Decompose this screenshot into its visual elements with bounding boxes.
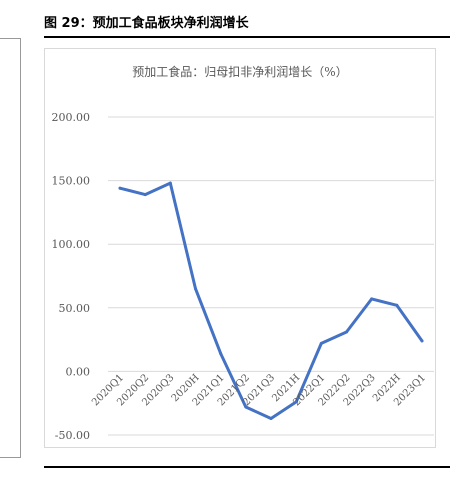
data-point	[319, 341, 323, 345]
y-tick-label: 200.00	[52, 111, 91, 124]
chart-frame	[44, 48, 436, 448]
left-panel-edge-top	[0, 38, 20, 39]
data-point	[269, 416, 273, 420]
data-point	[420, 339, 424, 343]
figure-title: 图 29：预加工食品板块净利润增长	[44, 16, 249, 31]
data-point	[143, 193, 147, 197]
y-tick-label: -50.00	[55, 429, 90, 442]
y-tick-label: 50.00	[59, 302, 91, 315]
data-point	[294, 400, 298, 404]
top-rule	[44, 36, 450, 38]
data-point	[168, 181, 172, 185]
data-point	[194, 287, 197, 291]
gridlines	[108, 116, 434, 436]
data-point	[395, 303, 399, 307]
data-point	[370, 297, 374, 301]
y-axis-ticks: 200.00 150.00 100.00 50.00 0.00 -50.00	[52, 111, 91, 442]
left-panel-edge-bottom	[0, 457, 20, 458]
data-point	[118, 186, 122, 190]
bottom-rule	[44, 466, 450, 468]
y-tick-label: 0.00	[66, 365, 91, 378]
data-point	[244, 405, 248, 409]
x-axis-ticks: 2020Q12020Q22020Q32020H2021Q12021Q22021Q…	[90, 372, 428, 408]
chart-title: 预加工食品：归母扣非净利润增长（%）	[132, 64, 347, 79]
series-layer	[118, 181, 424, 420]
data-point	[219, 352, 223, 356]
left-panel-edge	[20, 38, 21, 458]
y-tick-label: 100.00	[52, 238, 91, 251]
y-tick-label: 150.00	[52, 175, 91, 188]
data-point	[345, 330, 348, 334]
